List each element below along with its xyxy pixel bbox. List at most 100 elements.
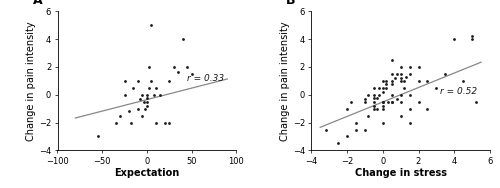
Point [361,97,369,100]
Point [165,79,173,82]
Point [174,71,182,74]
Point [388,58,396,61]
Point [382,82,390,85]
Point [393,72,401,75]
Point [396,100,404,103]
Point [120,79,128,82]
Point [382,86,390,89]
Point [379,107,387,110]
Point [346,100,354,103]
Text: A: A [32,0,42,7]
Point [134,107,142,110]
Point [343,107,351,110]
Point [396,77,404,80]
Point [374,107,382,110]
Point [379,79,387,82]
Point [379,104,387,107]
Point [406,65,413,68]
Point [382,79,390,82]
Point [375,86,383,89]
Point [396,114,404,117]
Point [352,121,360,124]
Point [156,93,164,96]
Point [388,82,396,85]
Point [125,110,133,113]
Point [379,121,387,124]
Point [188,72,196,75]
Point [402,75,410,78]
Point [112,121,120,124]
Point [143,93,151,96]
Point [141,107,149,110]
Point [432,86,440,89]
Point [361,100,369,103]
Point [148,24,156,27]
Point [388,72,396,75]
Point [414,100,422,103]
Point [170,65,177,68]
Point [392,77,400,80]
Point [143,104,151,107]
Point [393,97,401,100]
Point [364,93,372,96]
Point [375,93,383,96]
Point [379,100,387,103]
Point [406,107,413,110]
Point [143,96,151,99]
Y-axis label: Change in pain intensity: Change in pain intensity [26,21,36,141]
Point [370,100,378,103]
Point [150,93,158,96]
Point [468,35,476,38]
Text: B: B [286,0,296,7]
Point [450,38,458,41]
Point [442,72,450,75]
Point [396,79,404,82]
Point [384,100,392,103]
Point [406,93,413,96]
Point [388,100,396,103]
Text: r = 0.52: r = 0.52 [440,87,478,96]
Point [352,128,360,131]
Point [459,79,467,82]
Point [388,79,396,82]
Point [374,96,382,99]
Point [334,142,342,145]
Point [160,121,168,124]
Point [136,97,143,100]
Point [94,135,102,138]
Point [406,72,413,75]
Point [127,121,135,124]
Point [379,100,387,103]
Point [148,79,156,82]
Point [414,79,422,82]
Point [396,93,404,96]
Point [140,100,148,103]
Point [134,79,142,82]
Point [178,38,186,41]
Point [400,79,408,82]
X-axis label: Expectation: Expectation [114,168,180,178]
Point [414,65,422,68]
Point [472,100,480,103]
Point [183,65,191,68]
Point [138,93,146,96]
Point [396,72,404,75]
Text: r = 0.33: r = 0.33 [186,74,224,83]
Point [424,79,432,82]
Point [379,90,387,93]
Point [370,93,378,96]
Point [370,86,378,89]
Point [388,100,396,103]
Point [364,114,372,117]
Point [343,135,351,138]
Point [165,121,173,124]
Point [120,93,128,96]
Point [370,96,378,99]
Point [468,38,476,41]
X-axis label: Change in stress: Change in stress [354,168,446,178]
Point [396,65,404,68]
Point [138,114,146,117]
Point [143,100,151,103]
Point [400,86,408,89]
Point [361,128,369,131]
